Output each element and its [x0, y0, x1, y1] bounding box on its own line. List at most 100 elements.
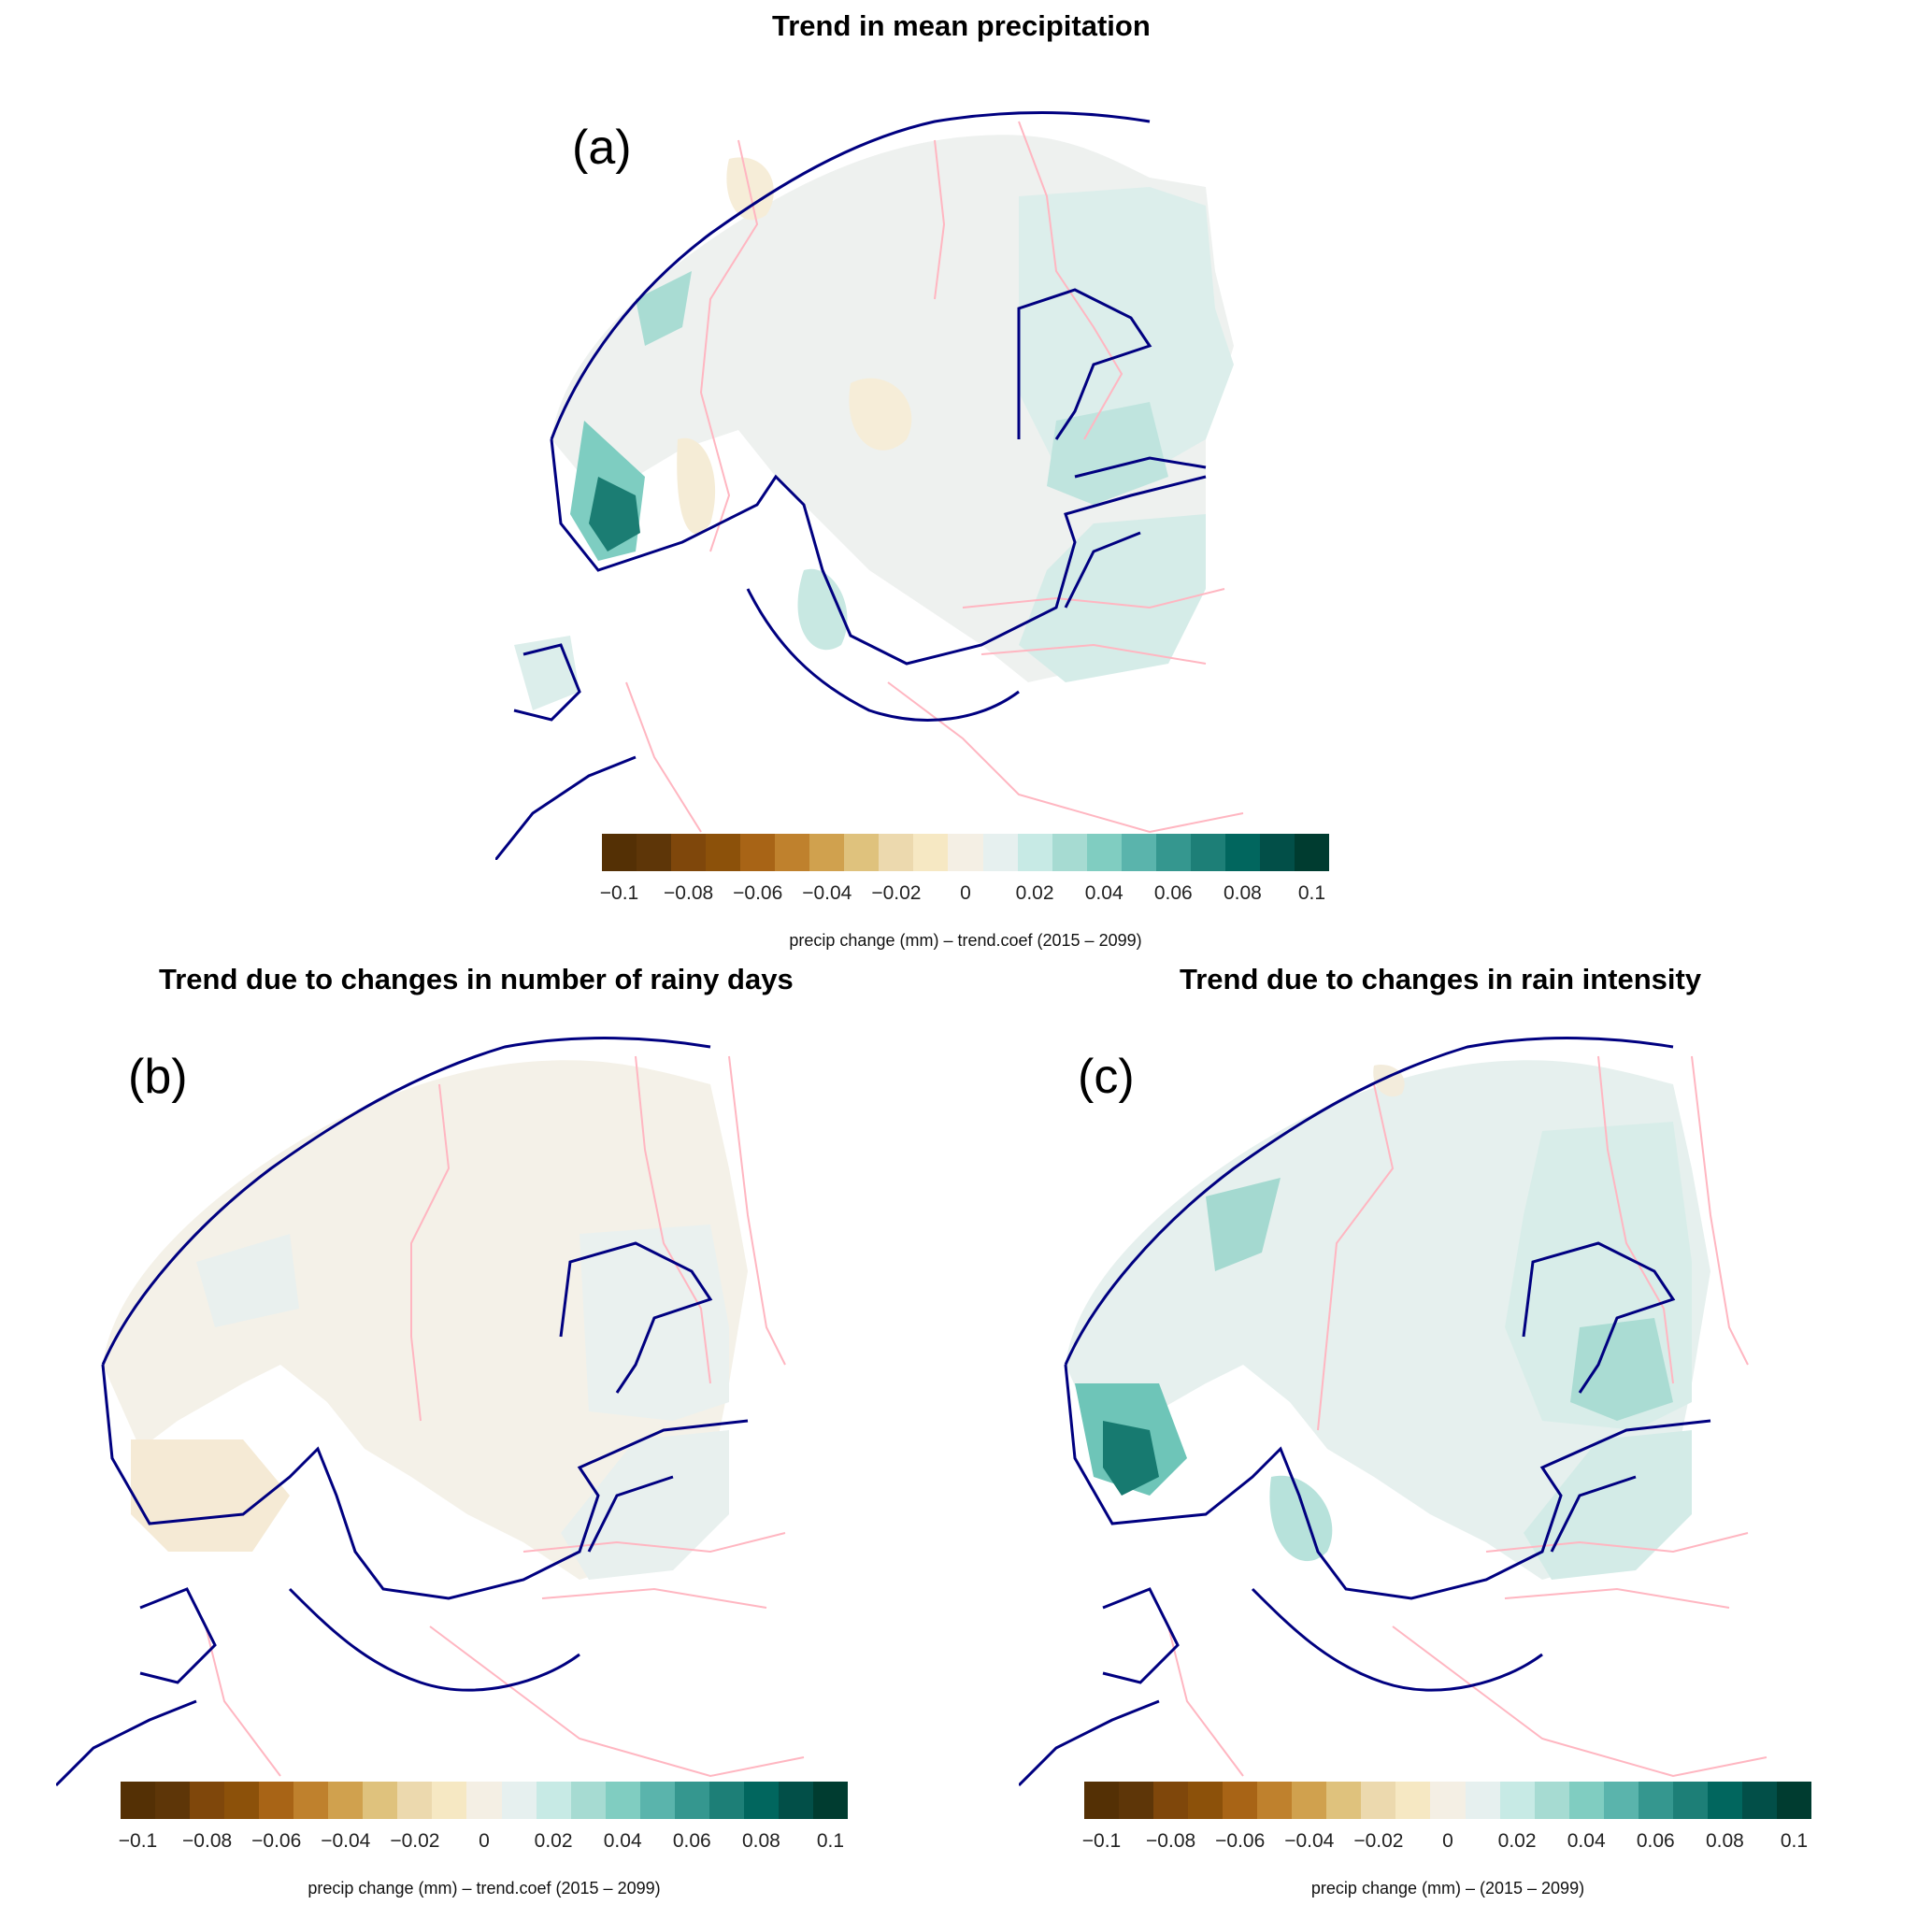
colorbar-swatch	[1224, 834, 1260, 871]
colorbar-swatch	[1257, 1782, 1293, 1819]
colorbar-swatch	[879, 834, 914, 871]
colorbar-a	[602, 834, 1329, 871]
colorbar-tick-label: 0.1	[1297, 882, 1326, 904]
colorbar-swatch	[1465, 1782, 1500, 1819]
colorbar-tick-label: −0.06	[1215, 1830, 1266, 1852]
colorbar-swatch	[1672, 1782, 1708, 1819]
colorbar-swatch	[809, 834, 845, 871]
colorbar-tick-label: 0.02	[1015, 882, 1054, 904]
colorbar-swatch	[1292, 1782, 1327, 1819]
colorbar-swatch	[1017, 834, 1052, 871]
field-finland-a	[1019, 187, 1234, 477]
coastline-a	[495, 111, 1207, 860]
colorbar-tick-label: −0.02	[871, 882, 922, 904]
colorbar-swatch	[812, 1782, 848, 1819]
colorbar-swatch	[913, 834, 949, 871]
panel-b-label: (b)	[128, 1050, 188, 1104]
colorbar-swatch	[1361, 1782, 1396, 1819]
colorbar-swatch	[1086, 834, 1122, 871]
colorbar-tick-label: −0.02	[390, 1830, 440, 1852]
colorbar-swatch	[155, 1782, 191, 1819]
panel-c-label: (c)	[1078, 1050, 1135, 1104]
coastline-c	[1019, 1037, 1711, 1787]
colorbar-swatch	[948, 834, 983, 871]
field-norway-dark-a	[589, 477, 640, 551]
colorbar-tick-label: 0.08	[1223, 882, 1262, 904]
colorbar-swatch	[1741, 1782, 1777, 1819]
colorbar-swatch	[1153, 1782, 1189, 1819]
colorbar-ticks-c: −0.1 −0.08 −0.06 −0.04 −0.02 0 0.02 0.04 0.06 0.0…	[1081, 1830, 1811, 1858]
colorbar-swatch	[844, 834, 880, 871]
colorbar-tick-label: 0.04	[1084, 882, 1123, 904]
colorbar-tick-label: −0.04	[1284, 1830, 1335, 1852]
borders-c	[1167, 1055, 1767, 1778]
colorbar-swatch	[190, 1782, 225, 1819]
colorbar-swatch	[536, 1782, 571, 1819]
field-tan-west-a	[677, 437, 716, 535]
colorbar-swatch	[1430, 1782, 1466, 1819]
field-baltics-a	[1019, 514, 1206, 682]
colorbar-swatch	[1052, 834, 1087, 871]
colorbar-swatch	[605, 1782, 640, 1819]
panel-a-label: (a)	[572, 121, 632, 175]
colorbar-swatch	[363, 1782, 398, 1819]
colorbar-swatch	[1395, 1782, 1431, 1819]
colorbar-swatch	[1119, 1782, 1154, 1819]
colorbar-tick-label: 0.08	[741, 1830, 780, 1852]
colorbar-tick-label: −0.06	[251, 1830, 302, 1852]
field-norway-lofoten-c	[1206, 1178, 1281, 1271]
colorbar-swatch	[397, 1782, 433, 1819]
panel-b-title: Trend due to changes in number of rainy …	[159, 963, 794, 995]
colorbar-swatch	[637, 834, 672, 871]
colorbar-swatch	[121, 1782, 156, 1819]
colorbar-ticks-b: −0.1 −0.08 −0.06 −0.04 −0.02 0 0.02 0.04 0.06 0.0…	[118, 1830, 848, 1858]
colorbar-swatch	[1188, 1782, 1224, 1819]
colorbar-tick-label: −0.1	[118, 1830, 158, 1852]
colorbar-swatch	[1084, 1782, 1120, 1819]
colorbar-tick-label: 0.02	[534, 1830, 573, 1852]
coastline-b	[56, 1037, 749, 1787]
colorbar-tick-label: 0.1	[816, 1830, 845, 1852]
colorbar-swatch	[293, 1782, 329, 1819]
colorbar-tick-label: 0.06	[1636, 1830, 1675, 1852]
precip-field-b	[103, 1060, 748, 1580]
colorbar-swatch	[743, 1782, 779, 1819]
field-finland-south-a	[1047, 402, 1168, 505]
colorbar-swatch	[706, 834, 741, 871]
colorbar-swatch	[708, 1782, 744, 1819]
colorbar-swatch	[224, 1782, 260, 1819]
colorbar-swatch	[982, 834, 1018, 871]
colorbar-tick-label: −0.1	[599, 882, 639, 904]
field-sweden-south-c	[1269, 1475, 1333, 1562]
colorbar-swatch	[1534, 1782, 1569, 1819]
colorbar-tick-label: 0	[1442, 1830, 1453, 1852]
colorbar-ticks-a: −0.1 −0.08 −0.06 −0.04 −0.02 0 0.02 0.04 0.06 0.0…	[599, 882, 1329, 910]
map-panel-a	[495, 111, 1244, 860]
borders-a	[625, 121, 1244, 834]
colorbar-tick-label: 0.06	[1153, 882, 1193, 904]
map-panel-c	[1019, 1037, 1767, 1787]
colorbar-swatch	[259, 1782, 294, 1819]
colorbar-swatch	[674, 1782, 709, 1819]
precip-field-c	[1066, 1060, 1710, 1580]
colorbar-tick-label: −0.06	[733, 882, 783, 904]
colorbar-caption-c: precip change (mm) – (2015 – 2099)	[1310, 1879, 1585, 1898]
colorbar-swatch	[1223, 1782, 1258, 1819]
colorbar-tick-label: −0.1	[1081, 1830, 1122, 1852]
colorbar-swatch	[1776, 1782, 1811, 1819]
colorbar-c	[1084, 1782, 1811, 1819]
colorbar-swatch	[501, 1782, 537, 1819]
colorbar-swatch	[328, 1782, 364, 1819]
colorbar-swatch	[1707, 1782, 1742, 1819]
colorbar-swatch	[639, 1782, 675, 1819]
field-baltics-b	[561, 1430, 729, 1580]
colorbar-tick-label: −0.04	[802, 882, 852, 904]
colorbar-tick-label: −0.08	[664, 882, 714, 904]
colorbar-swatch	[1190, 834, 1225, 871]
colorbar-swatch	[1568, 1782, 1604, 1819]
colorbar-swatch	[1638, 1782, 1673, 1819]
colorbar-tick-label: 0.04	[1567, 1830, 1606, 1852]
field-finland-south-c	[1570, 1318, 1673, 1421]
colorbar-swatch	[466, 1782, 502, 1819]
colorbar-swatch	[1326, 1782, 1362, 1819]
